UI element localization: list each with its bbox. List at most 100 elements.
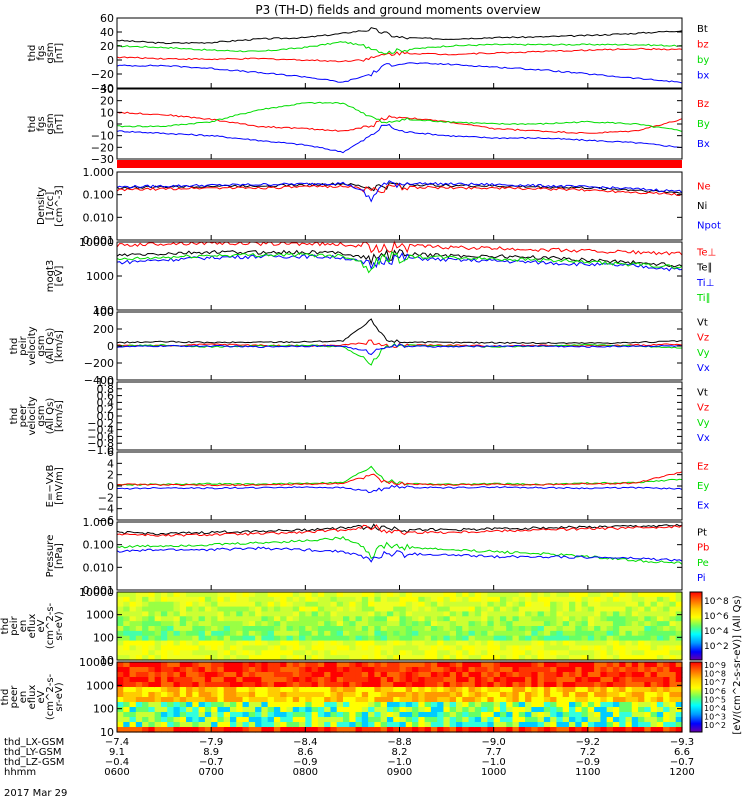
heatmap-cell	[418, 645, 426, 651]
heatmap-cell	[192, 677, 200, 683]
heatmap-cell	[619, 697, 627, 703]
heatmap-cell	[267, 667, 275, 673]
heatmap-cell	[217, 722, 225, 728]
heatmap-cell	[675, 667, 683, 673]
heatmap-cell	[129, 727, 137, 733]
heatmap-cell	[430, 650, 438, 656]
heatmap-cell	[374, 707, 382, 713]
heatmap-cell	[638, 697, 645, 703]
heatmap-cell	[374, 626, 382, 632]
heatmap-cell	[280, 635, 288, 642]
heatmap-cell	[255, 626, 262, 632]
heatmap-cell	[412, 682, 419, 688]
heatmap-cell	[575, 611, 583, 617]
heatmap-cell	[581, 621, 589, 627]
heatmap-cell	[123, 702, 131, 708]
heatmap-cell	[474, 717, 482, 723]
heatmap-cell	[399, 640, 407, 647]
heatmap-cell	[267, 687, 275, 693]
heatmap-cell	[468, 645, 476, 651]
heatmap-cell	[399, 667, 407, 673]
heatmap-cell	[117, 640, 124, 647]
heatmap-cell	[148, 717, 156, 723]
heatmap-cell	[487, 616, 495, 622]
heatmap-cell	[123, 626, 131, 632]
heatmap-cell	[462, 707, 470, 713]
heatmap-cell	[299, 727, 306, 733]
heatmap-cell	[380, 672, 388, 678]
heatmap-cell	[638, 616, 645, 622]
heatmap-cell	[248, 682, 256, 688]
heatmap-cell	[569, 682, 576, 688]
x-tick-label: −1.0	[482, 757, 506, 768]
heatmap-cell	[261, 650, 269, 656]
heatmap-cell	[430, 635, 438, 642]
heatmap-cell	[569, 592, 576, 598]
heatmap-cell	[443, 616, 451, 622]
heatmap-cell	[361, 682, 369, 688]
heatmap-cell	[292, 611, 300, 617]
heatmap-cell	[286, 667, 294, 673]
heatmap-cell	[562, 630, 570, 637]
heatmap-cell	[569, 712, 576, 718]
legend-entry: Vz	[697, 333, 709, 344]
heatmap-cell	[330, 712, 338, 718]
heatmap-cell	[462, 687, 470, 693]
heatmap-cell	[430, 606, 438, 613]
heatmap-cell	[192, 707, 200, 713]
heatmap-cell	[211, 621, 219, 627]
heatmap-cell	[273, 606, 281, 613]
heatmap-cell	[154, 601, 162, 608]
heatmap-cell	[349, 682, 357, 688]
heatmap-cell	[267, 692, 275, 698]
heatmap-cell	[405, 601, 413, 608]
heatmap-cell	[443, 687, 451, 693]
heatmap-cell	[443, 606, 451, 613]
heatmap-cell	[581, 606, 589, 613]
heatmap-cell	[506, 722, 514, 728]
heatmap-cell	[587, 667, 595, 673]
date-label: 2017 Mar 29	[4, 788, 67, 799]
heatmap-cell	[160, 616, 168, 622]
heatmap-cell	[198, 645, 206, 651]
heatmap-cell	[123, 650, 131, 656]
heatmap-cell	[600, 662, 608, 668]
heatmap-cell	[167, 645, 175, 651]
heatmap-cell	[361, 640, 369, 647]
heatmap-cell	[186, 707, 193, 713]
heatmap-cell	[261, 712, 269, 718]
heatmap-cell	[430, 717, 438, 723]
heatmap-cell	[631, 682, 639, 688]
heatmap-cell	[675, 682, 683, 688]
heatmap-cell	[405, 630, 413, 637]
heatmap-cell	[481, 626, 488, 632]
heatmap-cell	[186, 635, 193, 642]
heatmap-cell	[236, 717, 244, 723]
heatmap-cell	[468, 717, 476, 723]
heatmap-cell	[399, 626, 407, 632]
heatmap-cell	[399, 592, 407, 598]
heatmap-cell	[242, 702, 250, 708]
heatmap-cell	[368, 662, 375, 668]
heatmap-cell	[399, 702, 407, 708]
heatmap-cell	[638, 621, 645, 627]
heatmap-cell	[230, 667, 237, 673]
heatmap-cell	[675, 640, 683, 647]
heatmap-cell	[242, 697, 250, 703]
heatmap-cell	[449, 697, 457, 703]
heatmap-cell	[399, 606, 407, 613]
heatmap-cell	[474, 722, 482, 728]
heatmap-cell	[663, 616, 671, 622]
heatmap-cell	[405, 712, 413, 718]
heatmap-cell	[612, 601, 620, 608]
heatmap-cell	[211, 677, 219, 683]
heatmap-cell	[173, 697, 181, 703]
heatmap-cell	[581, 650, 589, 656]
heatmap-cell	[443, 621, 451, 627]
heatmap-cell	[160, 630, 168, 637]
heatmap-cell	[638, 662, 645, 668]
heatmap-cell	[223, 707, 231, 713]
heatmap-cell	[179, 707, 187, 713]
heatmap-cell	[223, 677, 231, 683]
heatmap-cell	[317, 682, 325, 688]
